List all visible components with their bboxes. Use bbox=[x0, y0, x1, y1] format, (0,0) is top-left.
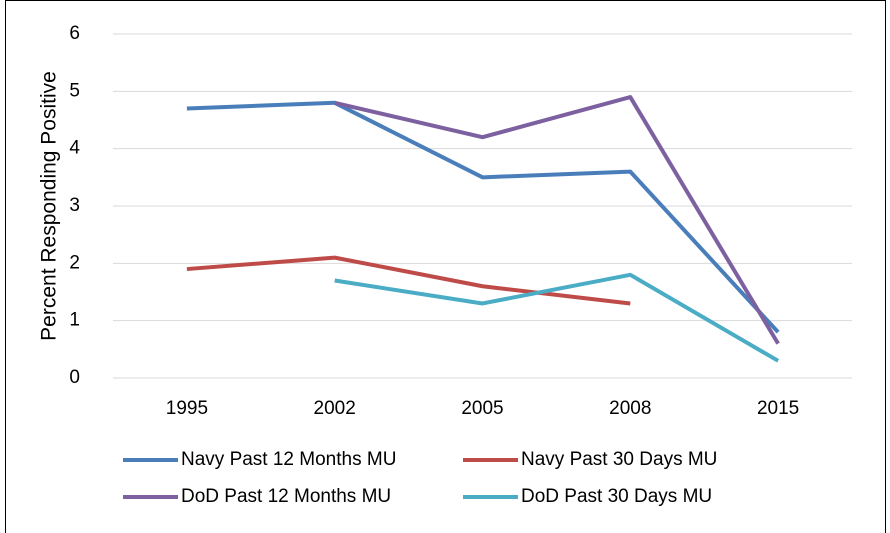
y-tick-label: 1 bbox=[69, 310, 80, 331]
series-line bbox=[334, 95, 780, 345]
series-line bbox=[186, 255, 631, 306]
x-tick-label: 2015 bbox=[757, 398, 799, 419]
y-tick-label: 5 bbox=[69, 80, 80, 101]
series-line bbox=[186, 100, 780, 334]
legend-label: Navy Past 30 Days MU bbox=[521, 449, 717, 470]
chart-border bbox=[5, 0, 886, 533]
legend-label: DoD Past 12 Months MU bbox=[181, 486, 391, 507]
y-axis-label: Percent Responding Positive bbox=[38, 71, 61, 341]
y-tick-label: 2 bbox=[69, 252, 80, 273]
series-line bbox=[334, 272, 780, 363]
y-tick-label: 6 bbox=[69, 23, 80, 44]
y-tick-label: 4 bbox=[69, 138, 80, 159]
x-tick-label: 1995 bbox=[166, 398, 208, 419]
x-tick-label: 2005 bbox=[461, 398, 503, 419]
x-tick-label: 2002 bbox=[314, 398, 356, 419]
y-tick-label: 3 bbox=[69, 195, 80, 216]
legend-label: DoD Past 30 Days MU bbox=[521, 486, 712, 507]
x-tick-label: 2008 bbox=[609, 398, 651, 419]
legend-label: Navy Past 12 Months MU bbox=[181, 449, 396, 470]
y-tick-label: 0 bbox=[69, 367, 80, 388]
